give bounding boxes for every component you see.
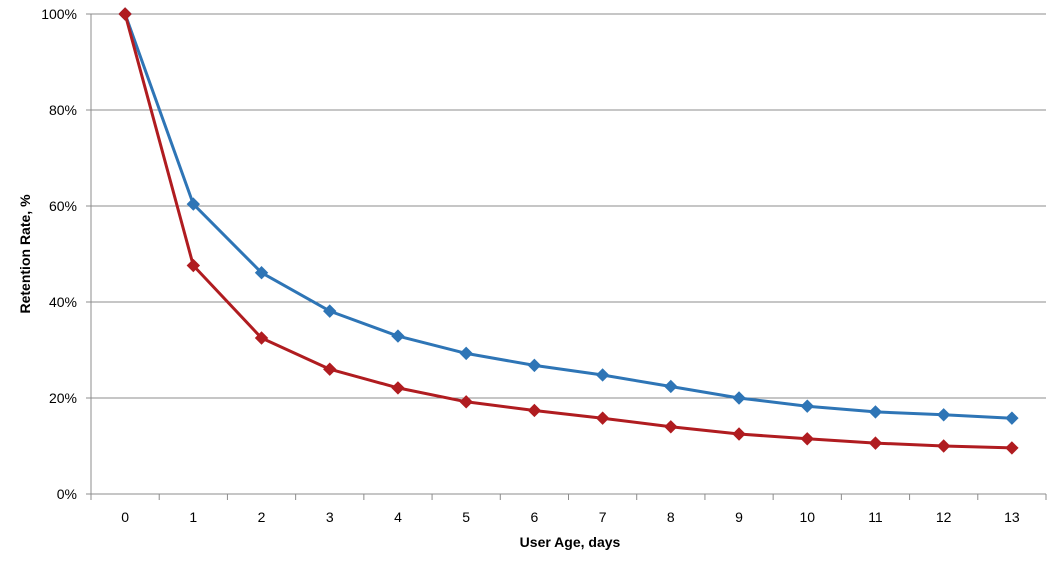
x-tick-label: 6 <box>530 509 538 525</box>
series-1-point <box>868 405 883 419</box>
series-2-point <box>254 331 269 345</box>
series-2-point <box>868 436 883 450</box>
series-2-point <box>595 411 610 425</box>
y-tick-label: 20% <box>49 390 77 406</box>
series-2-point <box>391 381 405 395</box>
x-tick-label: 4 <box>394 509 402 525</box>
series-1-point <box>186 197 201 211</box>
y-tick-label: 40% <box>49 294 77 310</box>
series <box>118 7 1019 455</box>
x-tick-label: 8 <box>667 509 675 525</box>
series-1-point <box>459 346 473 361</box>
series-2-point <box>118 7 132 21</box>
series-1-point <box>254 266 269 280</box>
series-1-point <box>936 408 951 422</box>
series-1-point <box>664 379 678 394</box>
series-1-point <box>800 399 814 413</box>
x-tick-label: 7 <box>599 509 607 525</box>
tick-labels: 0%20%40%60%80%100%0 1 2 3 4 5 6 7 8 9 10 11 12 13 <box>41 6 1020 525</box>
x-tick-label: 10 <box>799 509 815 525</box>
y-tick-label: 80% <box>49 102 77 118</box>
y-tick-label: 60% <box>49 198 77 214</box>
series-2-point <box>1005 441 1019 455</box>
y-tick-label: 100% <box>41 6 77 22</box>
series-2-point <box>323 362 337 376</box>
series-2-line <box>123 12 1014 450</box>
series-2-point <box>732 427 746 441</box>
y-tick-label: 0% <box>57 486 77 502</box>
x-tick-label: 13 <box>1004 509 1020 525</box>
x-tick-label: 11 <box>868 509 883 525</box>
series-1-point <box>732 391 746 405</box>
gridlines <box>91 13 1046 399</box>
x-axis-title: User Age, days <box>520 534 621 550</box>
x-tick-label: 9 <box>735 509 743 525</box>
series-2-point <box>936 439 951 453</box>
series-1-point <box>527 358 542 373</box>
x-tick-label: 5 <box>462 509 470 525</box>
axes <box>86 13 1047 500</box>
series-1-point <box>323 304 337 318</box>
y-axis-title: Retention Rate, % <box>17 194 33 314</box>
series-1-point <box>595 368 610 382</box>
x-tick-label: 1 <box>189 509 197 525</box>
series-2-point <box>527 403 542 418</box>
x-tick-label: 2 <box>258 509 266 525</box>
series-1-line <box>123 12 1014 420</box>
series-1-point <box>391 329 405 343</box>
x-tick-label: 3 <box>326 509 334 525</box>
series-1-point <box>1005 411 1019 425</box>
series-2-point <box>459 395 473 409</box>
series-2-point <box>800 432 814 446</box>
x-tick-label: 12 <box>936 509 952 525</box>
series-2-point <box>186 258 201 273</box>
x-tick-label: 0 <box>121 509 129 525</box>
series-2-point <box>664 420 678 434</box>
